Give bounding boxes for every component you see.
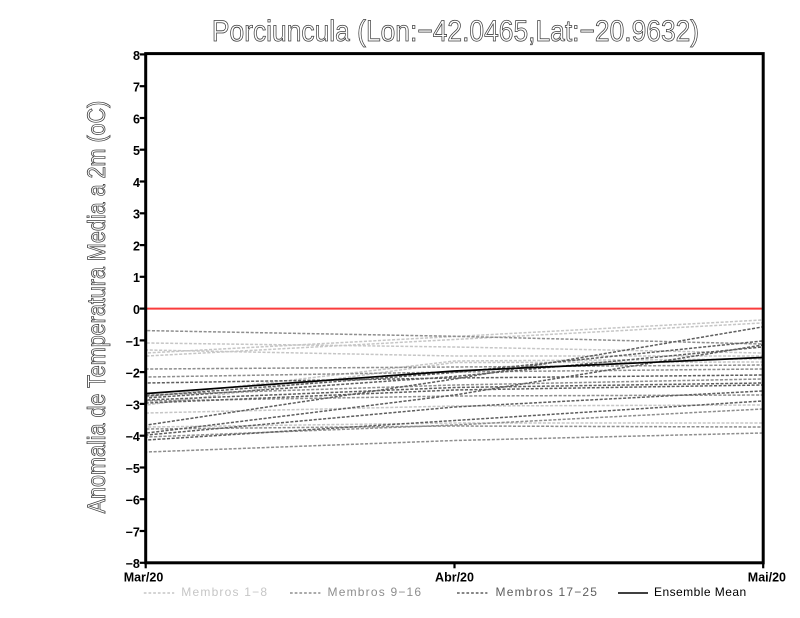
svg-text:Anomalia de Temperatura Media: Anomalia de Temperatura Media a 2m (oC) (83, 101, 111, 514)
svg-text:−5: −5 (126, 462, 140, 476)
svg-text:Mar/20: Mar/20 (124, 570, 164, 584)
svg-text:−1: −1 (126, 335, 140, 349)
svg-text:Membros 17−25: Membros 17−25 (496, 585, 599, 599)
svg-text:7: 7 (133, 81, 140, 95)
svg-text:−8: −8 (126, 557, 140, 571)
svg-text:6: 6 (133, 112, 140, 126)
svg-text:1: 1 (133, 271, 140, 285)
svg-text:3: 3 (133, 208, 140, 222)
svg-text:−7: −7 (126, 525, 140, 539)
svg-text:Porciuncula (Lon:−42.0465,Lat:: Porciuncula (Lon:−42.0465,Lat:−20.9632) (212, 13, 699, 47)
svg-text:5: 5 (133, 144, 140, 158)
svg-text:−3: −3 (126, 398, 140, 412)
svg-text:Abr/20: Abr/20 (435, 570, 474, 584)
svg-text:Ensemble Mean: Ensemble Mean (654, 585, 747, 599)
svg-text:8: 8 (133, 49, 140, 63)
svg-text:Membros 9−16: Membros 9−16 (328, 585, 423, 599)
svg-text:−6: −6 (126, 494, 140, 508)
svg-text:−2: −2 (126, 367, 140, 381)
svg-text:Membros 1−8: Membros 1−8 (181, 585, 268, 599)
svg-text:0: 0 (133, 303, 140, 317)
svg-text:Mai/20: Mai/20 (748, 570, 786, 584)
svg-text:−4: −4 (126, 430, 140, 444)
svg-text:2: 2 (133, 240, 140, 254)
svg-text:4: 4 (133, 176, 140, 190)
